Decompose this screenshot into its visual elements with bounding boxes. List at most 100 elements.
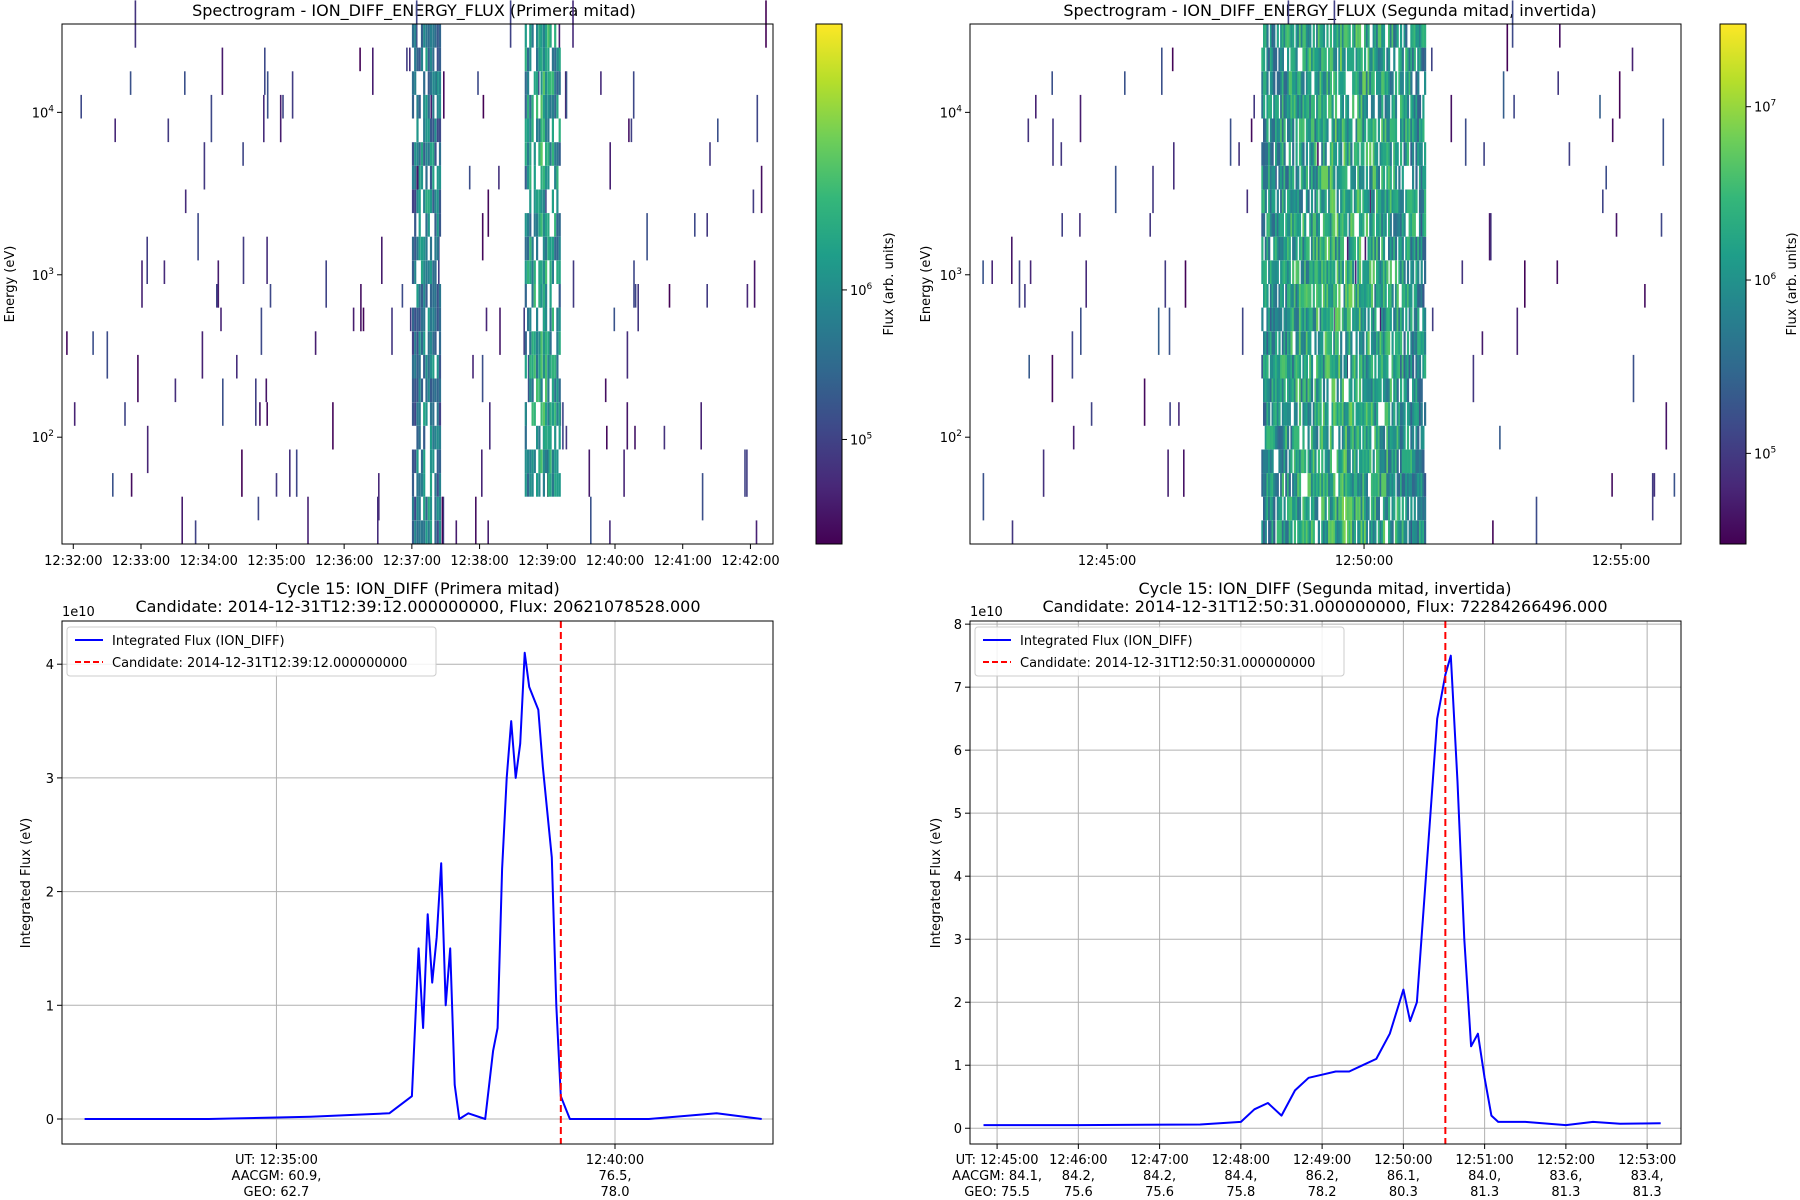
spec2-burst-cell (1281, 94, 1284, 119)
spec2-noise-cell (1665, 402, 1668, 450)
spec2-burst-cell (1312, 284, 1315, 308)
flux2-x-tick-label: 80.3 (1389, 1185, 1418, 1200)
spec2-burst-cell (1401, 473, 1404, 497)
spec1-noise-cell (129, 71, 132, 95)
spec1-burst-cell (414, 260, 417, 284)
spec2-burst-cell (1367, 354, 1370, 379)
spec2-burst-cell (1293, 378, 1296, 403)
spec1-noise-cell (220, 307, 222, 332)
spec2-burst-cell (1326, 71, 1329, 95)
spec2-burst-cell (1384, 307, 1387, 332)
spec2-burst-cell (1314, 402, 1317, 426)
spec1-burst-cell (533, 284, 536, 308)
spec2-burst-cell (1317, 284, 1320, 308)
spec2-burst-cell (1357, 165, 1360, 190)
spec2-burst-cell (1305, 118, 1308, 143)
spec2-burst-cell (1343, 24, 1346, 48)
spec2-burst-cell (1263, 402, 1266, 426)
spec2-burst-cell (1364, 354, 1367, 379)
spec2-burst-cell (1317, 402, 1320, 426)
spec2-burst-cell (1381, 284, 1384, 308)
spec2-burst-cell (1379, 520, 1382, 544)
spec2-burst-cell (1281, 473, 1284, 497)
spec2-burst-cell (1415, 189, 1418, 214)
spec1-burst-cell (432, 165, 435, 190)
spec1-burst-cell (425, 165, 428, 190)
spec2-burst-cell (1386, 189, 1389, 214)
spec2-burst-cell (1269, 24, 1272, 48)
spec2-burst-cell (1408, 236, 1411, 261)
spec1-burst-cell (434, 284, 437, 308)
spec2-noise-cell (1602, 189, 1604, 214)
spec2-burst-cell (1324, 118, 1327, 143)
spec2-noise-cell (1461, 260, 1464, 284)
spec1-burst-cell (436, 47, 439, 72)
spec2-burst-cell (1424, 402, 1427, 426)
spec2-burst-cell (1370, 520, 1374, 544)
spec1-burst-cell (540, 71, 543, 95)
spec1-burst-cell (436, 189, 439, 214)
spec2-burst-cell (1381, 473, 1384, 497)
spec2-burst-cell (1360, 142, 1363, 166)
spec2-burst-cell (1333, 520, 1336, 544)
spec2-burst-cell (1278, 331, 1281, 355)
flux2-x-tick-label: 86.1, (1387, 1169, 1420, 1184)
spec2-burst-cell (1280, 425, 1283, 450)
spec2-burst-cell (1393, 449, 1396, 474)
spec1-burst-cell (556, 94, 559, 119)
spec2-burst-cell (1370, 165, 1374, 190)
flux1-y-tick-label: 0 (46, 1113, 54, 1128)
spec2-burst-cell (1396, 473, 1399, 497)
spec2-burst-cell (1343, 473, 1346, 497)
spec1-x-tick-label: 12:40:00 (586, 554, 644, 569)
spec2-burst-cell (1340, 24, 1343, 48)
spec1-noise-cell (499, 307, 501, 355)
spec2-burst-cell (1391, 331, 1394, 355)
spec1-burst-cell (542, 284, 545, 308)
spec2-burst-cell (1358, 47, 1362, 72)
spec2-burst-cell (1316, 213, 1319, 237)
flux2-x-tick-label: 81.3 (1470, 1185, 1499, 1200)
spec1-x-tick-label: 12:37:00 (383, 554, 441, 569)
spec2-burst-cell (1283, 260, 1286, 284)
spec2-burst-cell (1300, 449, 1303, 474)
spec1-burst-cell (547, 449, 550, 474)
spec2-burst-cell (1418, 213, 1422, 237)
spec1-burst-cell (524, 236, 527, 261)
spec2-burst-cell (1401, 47, 1404, 72)
spec1-burst-cell (436, 449, 439, 474)
spec2-burst-cell (1276, 378, 1279, 403)
spec1-burst-cell (554, 47, 557, 72)
spec2-burst-cell (1276, 520, 1279, 544)
spec2-burst-cell (1343, 213, 1346, 237)
spec2-burst-cell (1300, 520, 1303, 544)
spec2-burst-cell (1410, 354, 1413, 379)
spec2-noise-cell (1331, 118, 1334, 166)
spec2-burst-cell (1329, 496, 1332, 521)
spec1-burst-cell (558, 378, 561, 403)
spec2-burst-cell (1280, 189, 1283, 214)
spec2-burst-cell (1276, 189, 1279, 214)
spec2-burst-cell (1264, 331, 1267, 355)
spec2-burst-cell (1388, 71, 1391, 95)
spec2-burst-cell (1322, 520, 1326, 544)
spec1-noise-cell (141, 260, 143, 308)
spec2-burst-cell (1295, 473, 1298, 497)
flux2-legend-candidate-label: Candidate: 2014-12-31T12:50:31.000000000 (1020, 656, 1315, 671)
spec1-burst-cell (434, 71, 437, 95)
spec2-burst-cell (1388, 378, 1391, 403)
spec2-burst-cell (1287, 165, 1290, 190)
spec2-burst-cell (1408, 473, 1411, 497)
spec2-burst-cell (1280, 260, 1283, 284)
spec1-burst-cell (438, 24, 442, 48)
spec2-burst-cell (1353, 165, 1356, 190)
spec2-burst-cell (1312, 520, 1315, 544)
spec1-burst-cell (527, 47, 530, 72)
spec2-burst-cell (1364, 473, 1367, 497)
spec2-burst-cell (1305, 331, 1308, 355)
spec1-burst-cell (411, 236, 415, 261)
spec2-burst-cell (1328, 284, 1331, 308)
spec1-burst-cell (420, 24, 424, 48)
spec2-burst-cell (1394, 118, 1398, 143)
spec2-burst-cell (1394, 284, 1398, 308)
